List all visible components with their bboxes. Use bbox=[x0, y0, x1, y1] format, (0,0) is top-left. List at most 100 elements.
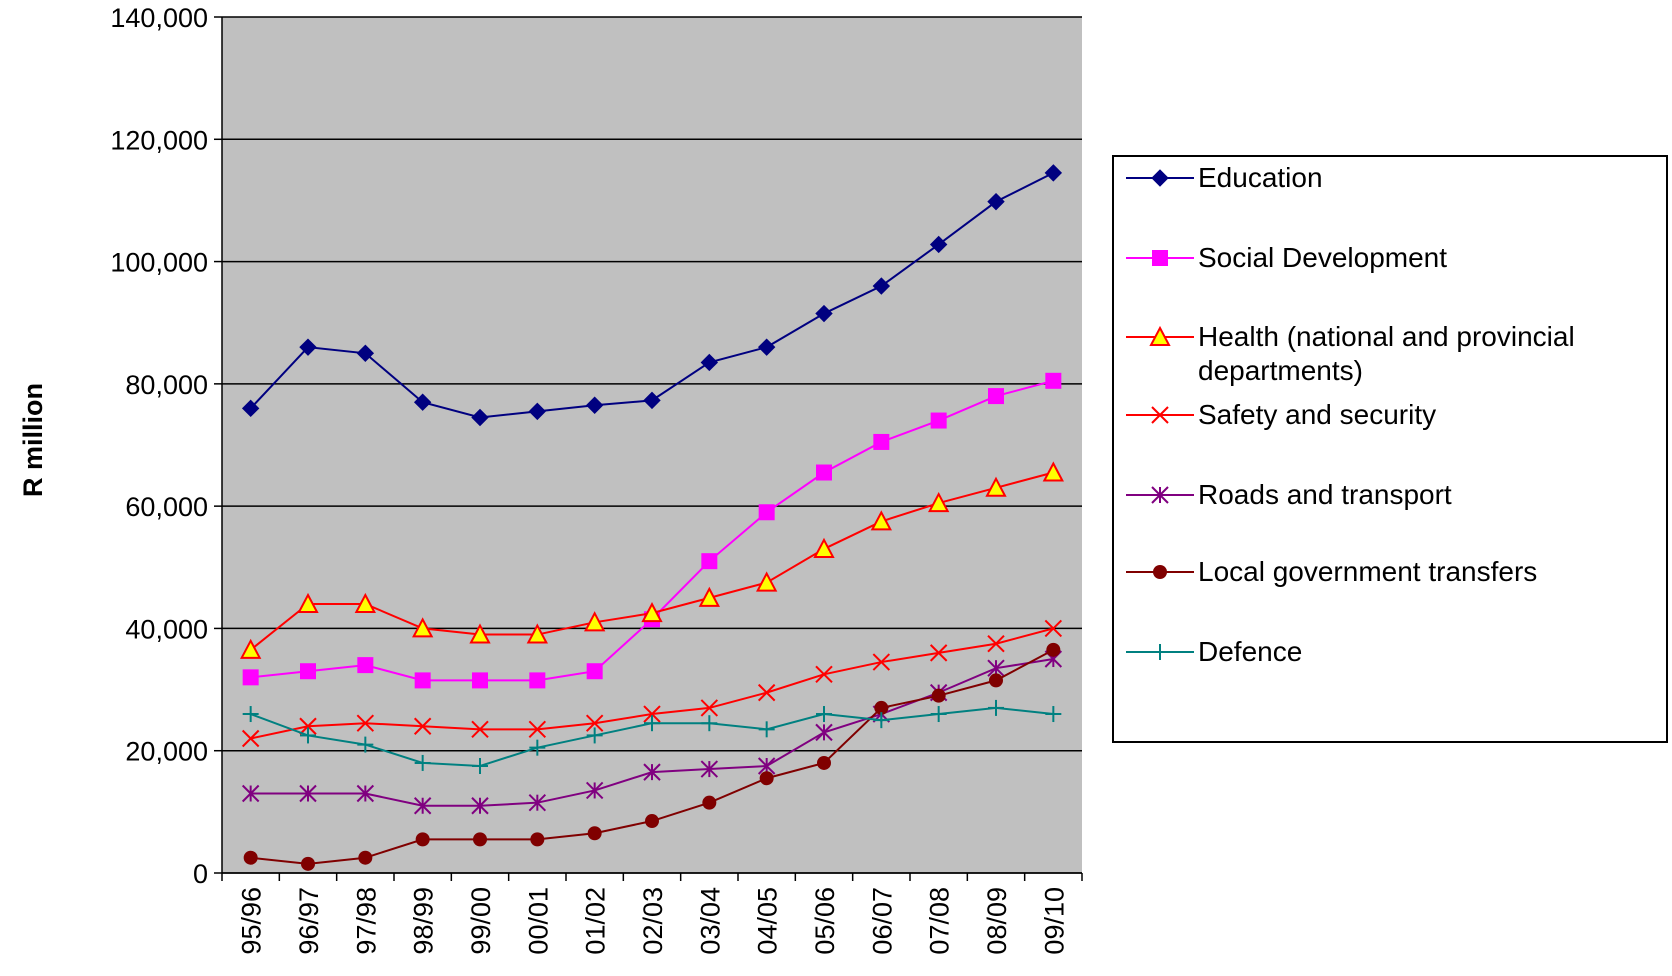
marker-shape bbox=[645, 814, 659, 829]
x-tick-label: 00/01 bbox=[523, 887, 553, 955]
marker bbox=[816, 464, 832, 481]
series bbox=[243, 642, 1061, 871]
marker bbox=[645, 814, 659, 829]
marker-shape bbox=[988, 388, 1004, 405]
marker bbox=[700, 353, 719, 372]
marker bbox=[587, 826, 602, 841]
legend-item: Education bbox=[1114, 161, 1628, 195]
marker bbox=[528, 402, 547, 421]
marker bbox=[872, 653, 891, 671]
marker bbox=[586, 663, 603, 680]
marker-shape bbox=[643, 391, 661, 410]
marker bbox=[931, 688, 946, 703]
legend-label: Roads and transport bbox=[1198, 479, 1452, 510]
marker bbox=[701, 553, 718, 570]
marker-shape bbox=[241, 729, 260, 748]
marker-shape bbox=[1044, 164, 1063, 182]
marker-shape bbox=[297, 592, 319, 613]
marker bbox=[528, 793, 547, 812]
marker-shape bbox=[528, 402, 547, 421]
marker bbox=[471, 408, 489, 427]
marker bbox=[1045, 372, 1062, 389]
marker bbox=[415, 832, 430, 847]
marker bbox=[698, 586, 720, 607]
legend-label: Safety and security bbox=[1198, 399, 1437, 430]
marker-shape bbox=[414, 672, 431, 689]
marker bbox=[700, 760, 719, 778]
marker-shape bbox=[1152, 250, 1168, 266]
marker bbox=[413, 717, 432, 735]
y-axis-label: R million bbox=[18, 383, 48, 497]
legend-item: Defence bbox=[1114, 635, 1628, 669]
marker bbox=[297, 592, 319, 613]
marker bbox=[241, 729, 260, 748]
legend-swatch bbox=[1126, 325, 1194, 346]
marker bbox=[1045, 706, 1062, 723]
marker bbox=[300, 727, 316, 744]
marker bbox=[585, 396, 604, 414]
marker bbox=[816, 706, 832, 723]
marker-shape bbox=[759, 771, 774, 786]
marker-shape bbox=[987, 635, 1005, 653]
marker-shape bbox=[872, 277, 891, 295]
marker bbox=[242, 669, 259, 686]
marker-shape bbox=[415, 832, 430, 847]
marker-shape bbox=[585, 714, 604, 732]
marker-shape bbox=[358, 850, 373, 865]
y-tick-label: 120,000 bbox=[110, 125, 208, 155]
marker bbox=[242, 706, 259, 723]
marker bbox=[356, 344, 375, 362]
marker-shape bbox=[987, 192, 1005, 211]
marker-shape bbox=[299, 717, 317, 735]
marker bbox=[987, 192, 1005, 211]
marker-shape bbox=[756, 571, 778, 592]
marker bbox=[643, 705, 661, 723]
marker bbox=[530, 832, 545, 847]
x-tick-label: 97/98 bbox=[351, 887, 381, 955]
marker-shape bbox=[698, 586, 720, 607]
marker bbox=[988, 699, 1004, 716]
marker-shape bbox=[1046, 642, 1061, 657]
marker-shape bbox=[526, 623, 548, 644]
marker bbox=[357, 736, 374, 753]
marker-shape bbox=[584, 611, 606, 632]
marker-shape bbox=[356, 714, 375, 732]
marker bbox=[1042, 461, 1064, 482]
marker-shape bbox=[1153, 565, 1167, 579]
marker bbox=[872, 277, 891, 295]
marker-shape bbox=[354, 592, 376, 613]
marker bbox=[299, 717, 317, 735]
legend-item: Local government transfers bbox=[1114, 555, 1628, 589]
x-tick-label: 09/10 bbox=[1039, 887, 1069, 955]
marker bbox=[758, 504, 775, 521]
marker-shape bbox=[641, 602, 663, 623]
marker bbox=[299, 338, 317, 356]
marker-shape bbox=[815, 665, 833, 683]
marker bbox=[1151, 406, 1169, 424]
legend-swatch bbox=[1126, 169, 1194, 187]
y-tick-label: 100,000 bbox=[110, 248, 208, 278]
marker-shape bbox=[816, 464, 832, 481]
marker bbox=[356, 784, 375, 803]
marker bbox=[757, 683, 776, 702]
marker bbox=[870, 510, 892, 531]
marker bbox=[1044, 619, 1063, 638]
marker bbox=[700, 699, 719, 717]
marker-shape bbox=[702, 795, 717, 810]
series bbox=[241, 619, 1063, 748]
marker-shape bbox=[473, 832, 487, 847]
marker bbox=[299, 784, 317, 803]
marker bbox=[1153, 565, 1167, 579]
marker-shape bbox=[357, 657, 374, 674]
marker-shape bbox=[413, 393, 432, 411]
marker bbox=[988, 388, 1004, 405]
marker bbox=[241, 784, 260, 803]
marker-shape bbox=[469, 623, 491, 644]
marker bbox=[358, 850, 373, 865]
marker-shape bbox=[757, 683, 776, 702]
legend-swatch bbox=[1126, 406, 1194, 424]
x-tick-label: 95/96 bbox=[237, 887, 267, 955]
marker bbox=[930, 412, 947, 429]
marker-shape bbox=[528, 720, 547, 739]
marker bbox=[356, 714, 375, 732]
